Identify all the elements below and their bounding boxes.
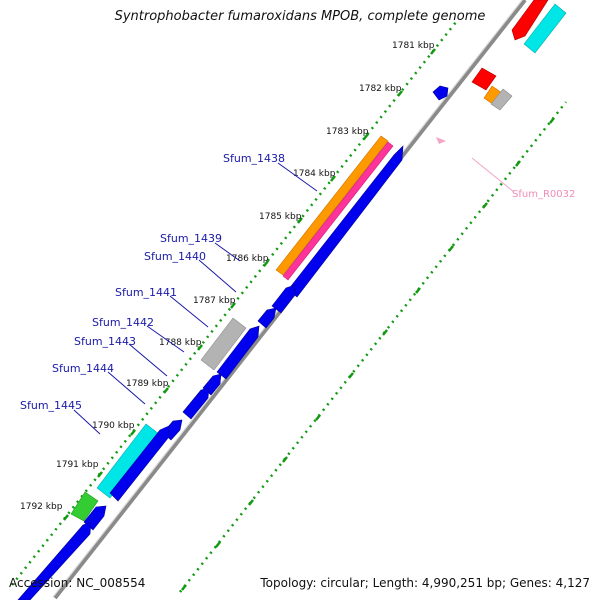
accession-label: Accession: NC_008554 [9, 576, 146, 590]
kbp-label-1783: 1783 kbp [326, 127, 369, 137]
gene-label-sfum-1438[interactable]: Sfum_1438 [223, 152, 285, 165]
gene-label-sfum-1445[interactable]: Sfum_1445 [20, 399, 82, 412]
label-leaders [73, 162, 318, 435]
kbp-label-1791: 1791 kbp [56, 460, 99, 470]
cds-arrow-sfum-1445[interactable] [109, 425, 170, 502]
cds-arrow-sfum-1439[interactable] [271, 284, 296, 314]
gene-label-sfum-1442[interactable]: Sfum_1442 [92, 316, 154, 329]
feature-grey[interactable] [200, 317, 247, 371]
gene-label-sfum-1439[interactable]: Sfum_1439 [160, 232, 222, 245]
map-title: Syntrophobacter fumaroxidans MPOB, compl… [114, 9, 486, 24]
gene-label-sfum-r0032[interactable]: Sfum_R0032 [512, 189, 575, 200]
inner-ruler-track [179, 101, 567, 593]
kbp-label-1785: 1785 kbp [259, 212, 302, 222]
kbp-label-1792: 1792 kbp [20, 502, 63, 512]
feature-green[interactable] [70, 491, 99, 522]
kbp-label-1790: 1790 kbp [92, 421, 135, 431]
feature-red-small[interactable] [471, 67, 497, 91]
feature-cyan-top[interactable] [523, 3, 567, 54]
kbp-label-1782: 1782 kbp [359, 84, 402, 94]
kbp-label-1788: 1788 kbp [159, 338, 202, 348]
kbp-label-1784: 1784 kbp [293, 169, 336, 179]
kbp-label-1787: 1787 kbp [193, 296, 236, 306]
cds-arrow-lower-2[interactable] [17, 521, 92, 600]
kbp-label-1781: 1781 kbp [392, 41, 435, 51]
forward-strand-features [70, 135, 389, 522]
gene-label-sfum-1443[interactable]: Sfum_1443 [74, 335, 136, 348]
gene-label-sfum-1440[interactable]: Sfum_1440 [144, 250, 206, 263]
kbp-label-1789: 1789 kbp [126, 379, 169, 389]
cds-arrow-small-top[interactable] [432, 85, 449, 101]
cds-arrow-sfum-1443[interactable] [182, 387, 210, 420]
gene-label-sfum-1441[interactable]: Sfum_1441 [115, 286, 177, 299]
feature-grey-small[interactable] [490, 88, 513, 111]
label-leader-sfum-r0032 [471, 157, 515, 193]
genome-summary: Topology: circular; Length: 4,990,251 bp… [260, 576, 590, 590]
feature-orange-long[interactable] [275, 135, 389, 276]
feature-red-top[interactable] [511, 0, 549, 41]
kbp-label-1786: 1786 kbp [226, 254, 269, 264]
cds-arrow-sfum-1441[interactable] [216, 325, 260, 380]
cds-arrow-sfum-1440[interactable] [257, 307, 277, 329]
gene-label-sfum-1444[interactable]: Sfum_1444 [52, 362, 114, 375]
inner-tick-marks [181, 117, 555, 591]
outer-tick-marks [63, 48, 436, 521]
feature-pink-triangle[interactable] [436, 137, 446, 144]
feature-pink-long[interactable] [282, 141, 394, 281]
top-right-features [436, 0, 567, 144]
cds-arrow-sfum-1438[interactable] [287, 145, 404, 298]
cds-features [17, 85, 449, 600]
